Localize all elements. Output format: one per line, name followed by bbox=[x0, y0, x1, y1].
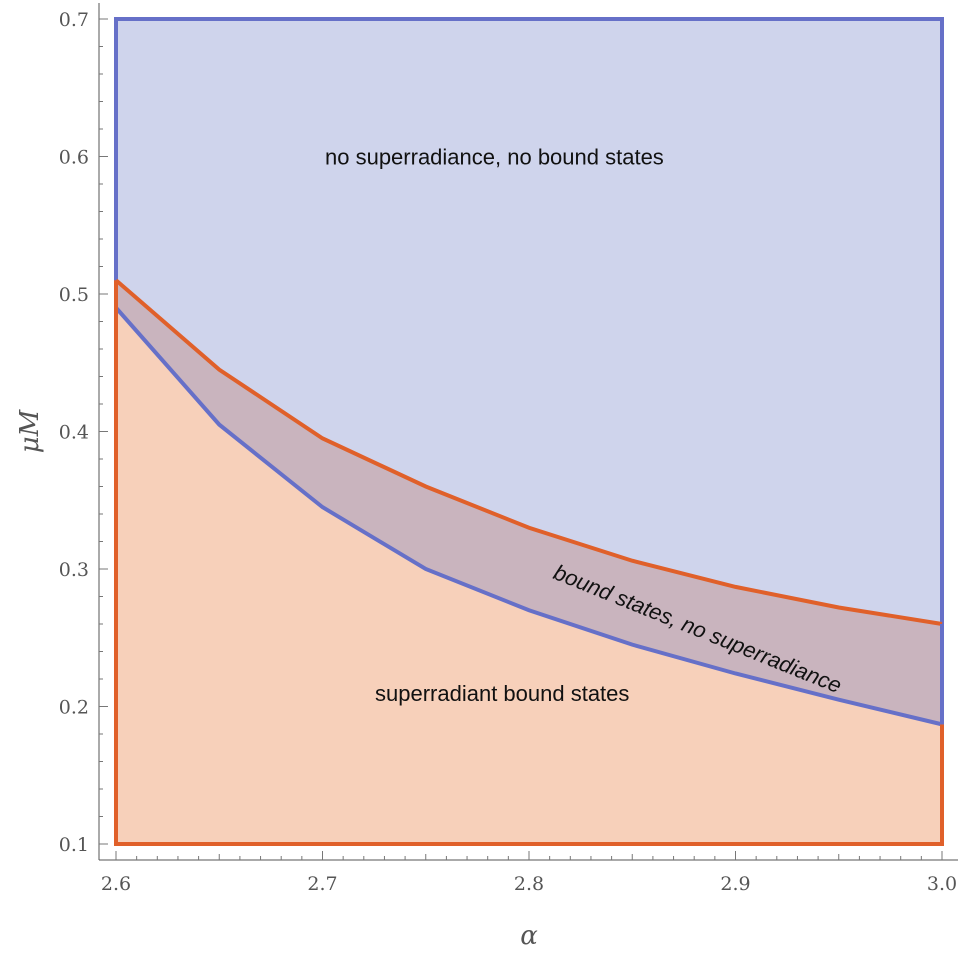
series-line-blue bbox=[114, 306, 943, 727]
boundary-upper-frame bbox=[114, 17, 944, 725]
region-band bbox=[116, 280, 942, 725]
y-tick-label: 0.7 bbox=[59, 9, 89, 31]
y-axis-title: μM bbox=[15, 408, 45, 453]
x-axis-title: α bbox=[520, 921, 538, 951]
x-tick-label: 2.7 bbox=[307, 873, 337, 895]
y-tick-label: 0.2 bbox=[59, 697, 89, 719]
x-tick-label: 2.9 bbox=[720, 873, 750, 895]
y-tick-label: 0.6 bbox=[59, 147, 89, 169]
x-tick-label: 2.8 bbox=[514, 873, 544, 895]
y-tick-label: 0.4 bbox=[59, 422, 89, 444]
annotation-no-superradiance: no superradiance, no bound states bbox=[325, 145, 664, 170]
x-tick-label: 2.6 bbox=[101, 873, 131, 895]
boundary-lower-frame bbox=[114, 280, 944, 846]
y-tick-label: 0.1 bbox=[59, 834, 89, 856]
annotation-superradiant-bound-states: superradiant bound states bbox=[375, 681, 629, 706]
y-tick-label: 0.5 bbox=[59, 284, 89, 306]
x-tick-label: 3.0 bbox=[927, 873, 957, 895]
series-line-orange bbox=[114, 278, 943, 626]
y-tick-label: 0.3 bbox=[59, 559, 89, 581]
region-no-superradiance bbox=[116, 19, 942, 725]
